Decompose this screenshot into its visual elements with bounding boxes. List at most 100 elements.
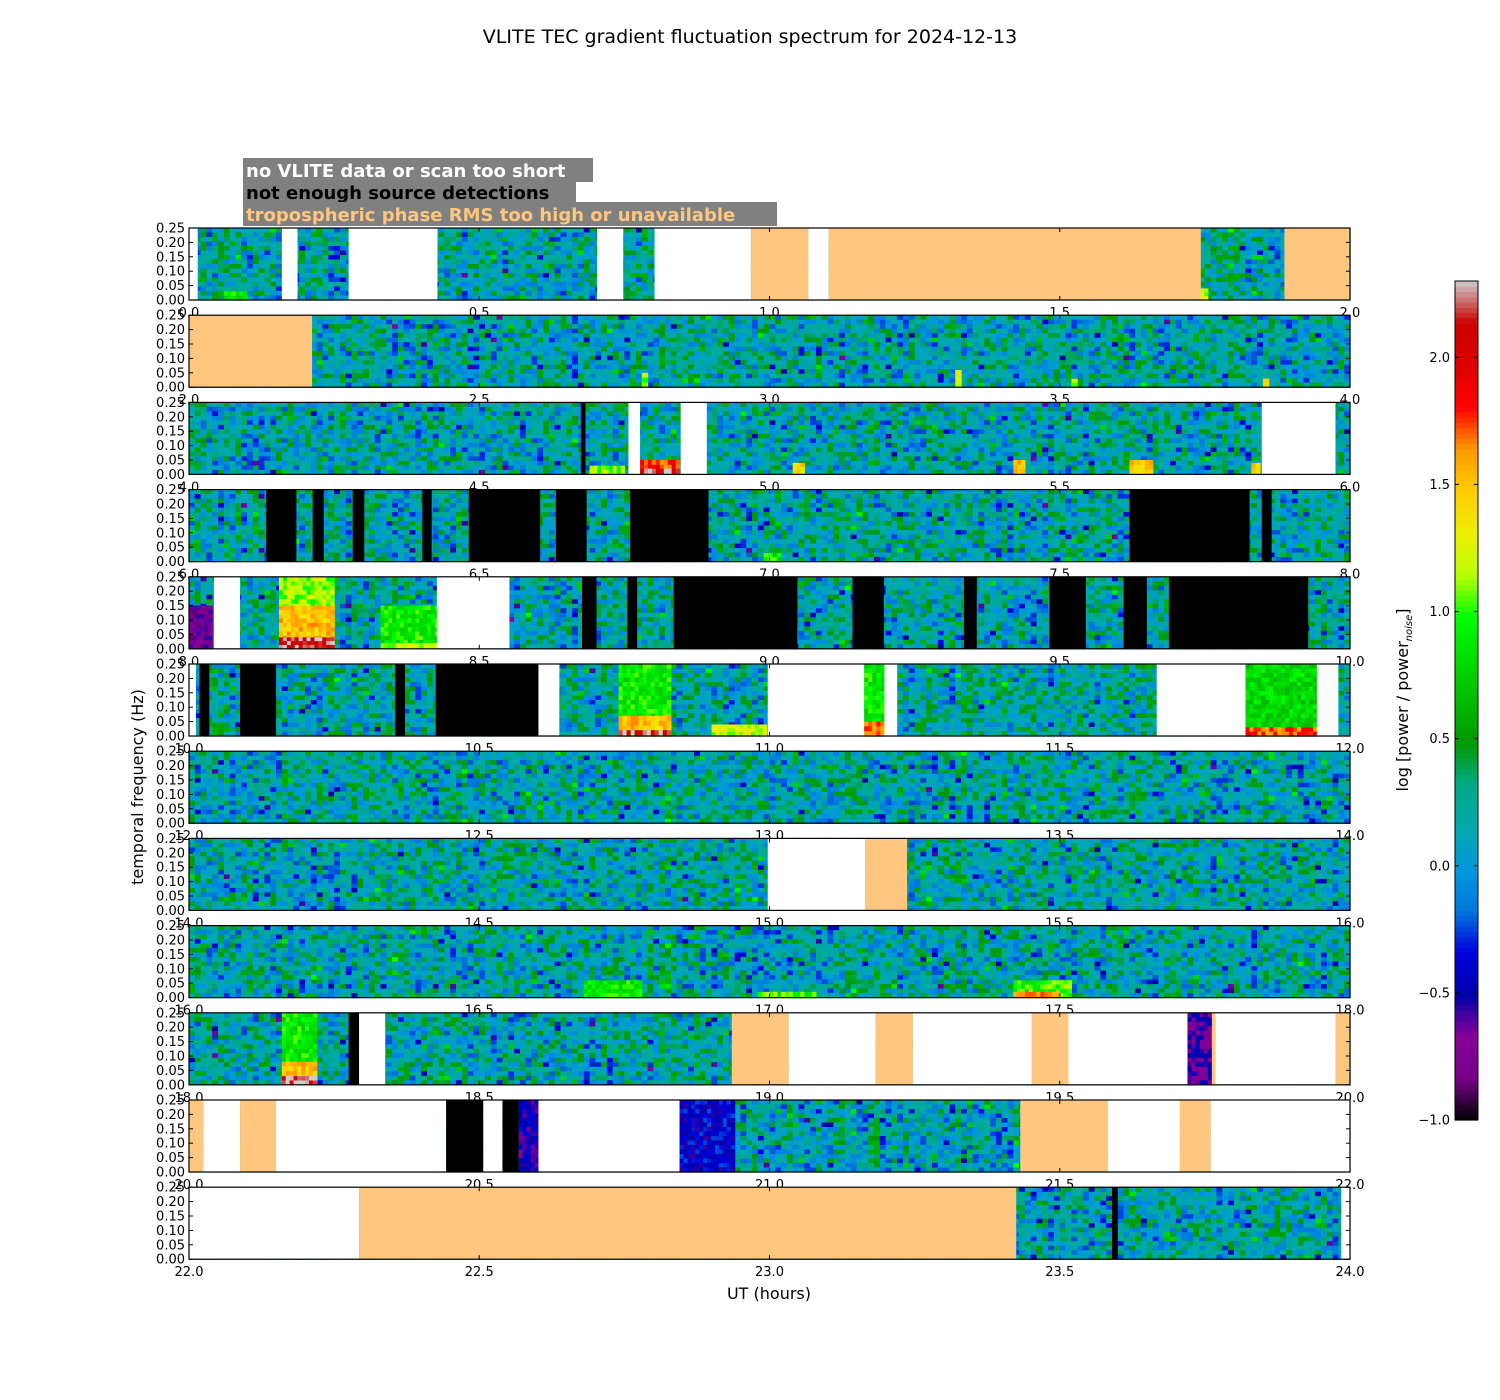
spectrum-cell bbox=[728, 351, 736, 357]
spectrum-cell bbox=[444, 342, 451, 348]
spectrum-cell bbox=[1233, 250, 1241, 256]
spectrum-cell bbox=[577, 369, 585, 375]
spectrum-cell bbox=[374, 373, 382, 379]
spectrum-cell bbox=[252, 282, 260, 288]
spectrum-cell bbox=[1216, 286, 1223, 292]
spectrum-cell bbox=[456, 342, 463, 348]
spectrum-cell bbox=[444, 255, 451, 261]
spectrum-cell bbox=[514, 250, 521, 256]
spectrum-cell bbox=[461, 373, 469, 379]
spectrum-cell bbox=[200, 286, 208, 292]
spectrum-cell bbox=[374, 364, 382, 370]
spectrum-cell bbox=[316, 295, 324, 301]
hotspot-cell bbox=[231, 295, 237, 301]
spectrum-cell bbox=[601, 328, 608, 334]
spectrum-cell bbox=[334, 237, 341, 243]
spectrum-cell bbox=[804, 319, 811, 325]
spectrum-cell bbox=[543, 373, 550, 379]
spectrum-cell bbox=[723, 351, 730, 357]
spectrum-cell bbox=[792, 333, 800, 339]
spectrum-cell bbox=[479, 246, 486, 252]
spectrum-cell bbox=[392, 369, 399, 375]
spectrum-cell bbox=[635, 250, 643, 256]
spectrum-cell bbox=[746, 355, 753, 361]
spectrum-cell bbox=[630, 291, 637, 297]
spectrum-cell bbox=[548, 346, 556, 352]
spectrum-cell bbox=[560, 250, 567, 256]
spectrum-cell bbox=[624, 360, 631, 366]
spectrum-cell bbox=[1216, 273, 1223, 279]
spectrum-cell bbox=[258, 259, 266, 265]
spectrum-cell bbox=[688, 346, 695, 352]
spectrum-cell bbox=[659, 324, 666, 330]
spectrum-cell bbox=[479, 360, 486, 366]
spectrum-cell bbox=[299, 277, 306, 283]
spectrum-cell bbox=[479, 255, 486, 261]
spectrum-cell bbox=[682, 360, 689, 366]
spectrum-cell bbox=[235, 259, 242, 265]
spectrum-cell bbox=[432, 360, 440, 366]
hotspot-cell bbox=[223, 291, 229, 297]
spectrum-cell bbox=[647, 360, 654, 366]
spectrum-cell bbox=[566, 282, 573, 288]
spectrum-cell bbox=[316, 237, 324, 243]
spectrum-cell bbox=[1245, 259, 1252, 265]
spectrum-cell bbox=[467, 295, 475, 301]
spectrum-cell bbox=[781, 378, 788, 384]
spectrum-cell bbox=[427, 373, 434, 379]
spectrum-cell bbox=[415, 337, 422, 343]
spectrum-cell bbox=[740, 342, 747, 348]
spectrum-cell bbox=[734, 369, 742, 375]
spectrum-cell bbox=[212, 282, 219, 288]
spectrum-cell bbox=[798, 369, 805, 375]
spectrum-cell bbox=[345, 333, 353, 339]
spectrum-cell bbox=[653, 342, 660, 348]
spectrum-cell bbox=[496, 351, 504, 357]
spectrum-cell bbox=[1274, 250, 1281, 256]
spectrum-cell bbox=[514, 373, 521, 379]
spectrum-cell bbox=[566, 241, 573, 247]
spectrum-cell bbox=[438, 232, 446, 238]
spectrum-cell bbox=[490, 378, 498, 384]
spectrum-cell bbox=[734, 328, 742, 334]
spectrum-cell bbox=[786, 342, 794, 348]
spectrum-cell bbox=[757, 328, 765, 334]
spectrum-cell bbox=[641, 333, 649, 339]
spectrum-cell bbox=[264, 259, 271, 265]
spectrum-cell bbox=[334, 277, 341, 283]
spectrum-cell bbox=[363, 346, 370, 352]
spectrum-cell bbox=[479, 342, 486, 348]
spectrum-cell bbox=[1222, 295, 1229, 301]
spectrum-cell bbox=[560, 255, 567, 261]
spectrum-cell bbox=[508, 277, 515, 283]
spectrum-cell bbox=[740, 369, 747, 375]
spectrum-cell bbox=[717, 328, 724, 334]
spectrum-cell bbox=[624, 291, 631, 297]
spectrum-cell bbox=[757, 333, 765, 339]
spectrum-cell bbox=[1262, 282, 1270, 288]
spectrum-cell bbox=[1199, 246, 1206, 252]
spectrum-cell bbox=[752, 319, 759, 325]
spectrum-cell bbox=[339, 324, 347, 330]
spectrum-cell bbox=[734, 319, 742, 325]
spectrum-cell bbox=[328, 268, 335, 274]
spectrum-cell bbox=[386, 364, 393, 370]
spectrum-cell bbox=[473, 237, 480, 243]
spectrum-cell bbox=[670, 319, 678, 325]
spectrum-cell bbox=[757, 346, 765, 352]
spectrum-cell bbox=[456, 277, 463, 283]
spectrum-cell bbox=[229, 250, 237, 256]
spectrum-cell bbox=[241, 250, 248, 256]
spectrum-cell bbox=[276, 228, 283, 234]
spectrum-cell bbox=[635, 351, 643, 357]
spectrum-cell bbox=[392, 333, 399, 339]
spectrum-cell bbox=[496, 273, 504, 279]
spectrum-cell bbox=[485, 351, 492, 357]
spectrum-cell bbox=[583, 369, 591, 375]
spectrum-cell bbox=[804, 369, 811, 375]
spectrum-cell bbox=[554, 241, 562, 247]
spectrum-cell bbox=[235, 264, 242, 270]
spectrum-cell bbox=[514, 264, 521, 270]
spectrum-cell bbox=[583, 337, 591, 343]
spectrum-cell bbox=[223, 264, 231, 270]
